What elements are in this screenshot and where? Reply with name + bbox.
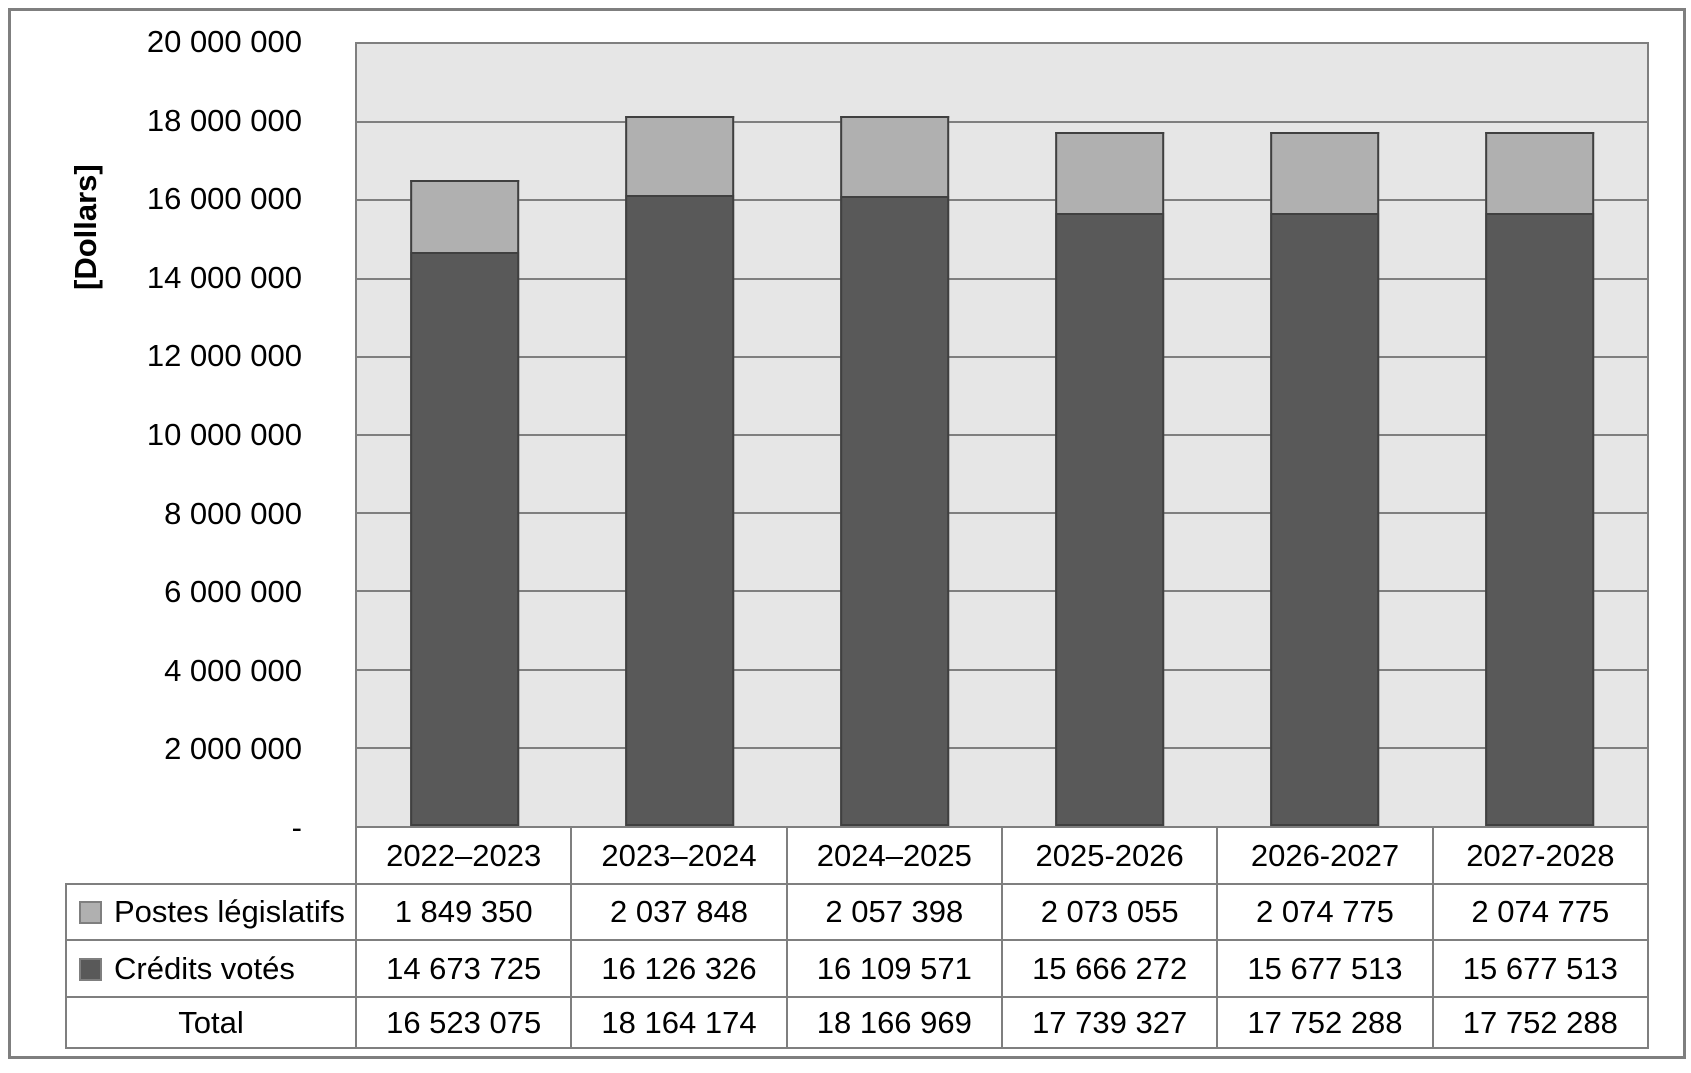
stacked-bar [624,44,735,826]
gridline [357,512,1647,515]
value-cell: 17 752 288 [1431,996,1650,1049]
y-tick-label: - [291,810,302,845]
gridline [357,199,1647,202]
legend-label-cell: Postes législatifs [65,883,357,941]
stacked-bar [1054,44,1165,826]
bar-group [1432,44,1647,826]
bar-segment-credits-votes [839,196,950,826]
bar-segment-postes-legislatifs [409,179,520,253]
bar-group [572,44,787,826]
stacked-bar [1269,44,1380,826]
gridline [357,668,1647,671]
bar-segment-credits-votes [624,195,735,826]
bar-segment-credits-votes [409,252,520,826]
total-label-cell: Total [65,996,357,1049]
bar-segment-credits-votes [1269,213,1380,826]
y-tick-label: 6 000 000 [164,574,302,610]
stacked-bar [839,44,950,826]
y-tick-label: 8 000 000 [164,495,302,531]
value-cell: 16 126 326 [570,939,788,998]
value-cell: 16 523 075 [354,996,573,1049]
bar-segment-postes-legislatifs [1484,131,1595,214]
legend-label-cell: Crédits votés [65,939,357,998]
bar-group [1217,44,1432,826]
y-tick-label: 20 000 000 [146,24,302,59]
y-tick-label: 16 000 000 [146,181,302,217]
gridline [357,355,1647,358]
value-cell: 18 166 969 [785,996,1003,1049]
y-tick-label: 2 000 000 [164,731,302,767]
bar-segment-credits-votes [1054,213,1165,826]
category-header-cell: 2027-2028 [1431,828,1650,885]
legend-swatch-icon [79,901,102,924]
bar-segment-postes-legislatifs [1054,132,1165,214]
value-cell: 16 109 571 [785,939,1003,998]
row-total: Total 16 523 075 18 164 174 18 166 969 17 73… [65,996,1650,1049]
value-cell: 17 752 288 [1216,996,1434,1049]
value-cell: 2 074 775 [1431,883,1650,941]
table-corner-cell [66,828,356,884]
gridline [357,277,1647,280]
value-cell: 14 673 725 [354,939,573,998]
bar-segment-postes-legislatifs [1269,131,1380,214]
gridline [357,590,1647,593]
data-table: 2022–2023 2023–2024 2024–2025 2025-2026 2026… [65,828,1650,1049]
bar-segment-postes-legislatifs [839,115,950,197]
value-cell: 15 677 513 [1431,939,1650,998]
table-header-row: 2022–2023 2023–2024 2024–2025 2025-2026 2026… [66,828,1650,885]
y-tick-label: 12 000 000 [146,338,302,374]
y-tick-label: 10 000 000 [146,417,302,452]
value-cell: 2 037 848 [570,883,788,941]
stacked-bar [1484,44,1595,826]
value-cell: 17 739 327 [1000,996,1219,1049]
value-cell: 2 057 398 [785,883,1003,941]
bar-segment-postes-legislatifs [624,115,735,196]
y-tick-label: 14 000 000 [146,259,302,295]
row-postes-legislatifs: Postes législatifs 1 849 350 2 037 848 2 05… [65,883,1650,941]
gridline [357,434,1647,436]
gridline [357,121,1647,124]
plot-area [355,42,1649,828]
value-cell: 2 074 775 [1216,883,1434,941]
value-cell: 2 073 055 [1000,883,1219,941]
y-tick-label: 4 000 000 [164,652,302,688]
category-header-cell: 2022–2023 [354,828,573,885]
stacked-bar [409,44,520,826]
bar-group [1002,44,1217,826]
category-header-cell: 2026-2027 [1216,828,1434,885]
gridline [357,746,1647,749]
category-header-cell: 2023–2024 [570,828,788,885]
bar-segment-credits-votes [1484,213,1595,826]
bar-group [357,44,572,826]
bar-group [787,44,1002,826]
row-credits-votes: Crédits votés 14 673 725 16 126 326 16 109 … [65,939,1650,998]
value-cell: 1 849 350 [354,883,573,941]
category-header-cell: 2024–2025 [785,828,1003,885]
legend-swatch-icon [79,957,102,981]
y-tick-label: 18 000 000 [146,102,302,138]
y-axis: 20 000 000 18 000 000 16 000 000 14 000 000… [0,24,302,845]
value-cell: 15 666 272 [1000,939,1219,998]
value-cell: 15 677 513 [1216,939,1434,998]
category-header-cell: 2025-2026 [1000,828,1219,885]
value-cell: 18 164 174 [570,996,788,1049]
